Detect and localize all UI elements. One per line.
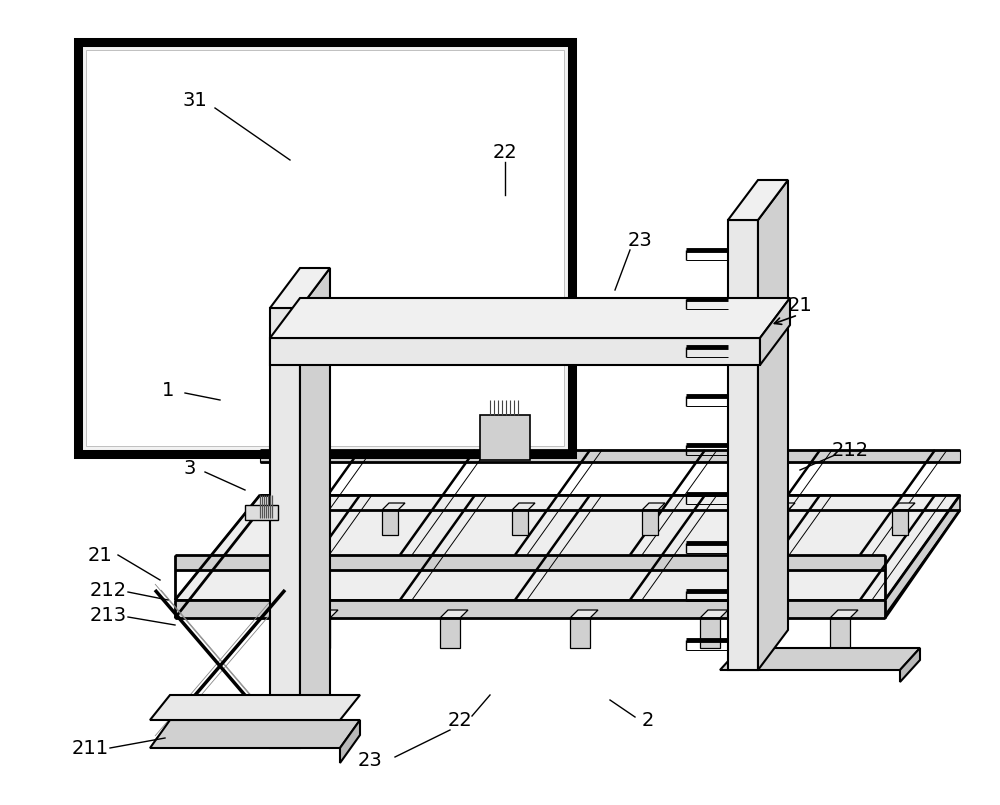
Polygon shape (270, 338, 760, 365)
Polygon shape (150, 720, 360, 748)
Text: 31: 31 (183, 90, 207, 109)
Polygon shape (340, 720, 360, 763)
Text: 1: 1 (162, 381, 174, 399)
Polygon shape (830, 610, 858, 618)
Text: 212: 212 (89, 580, 127, 600)
Polygon shape (700, 618, 720, 648)
Polygon shape (175, 600, 885, 618)
Text: 212: 212 (831, 440, 869, 460)
Polygon shape (760, 298, 790, 365)
Polygon shape (758, 180, 788, 670)
Polygon shape (310, 618, 330, 648)
Polygon shape (892, 503, 915, 510)
Polygon shape (86, 50, 564, 446)
Polygon shape (382, 510, 398, 535)
Text: 22: 22 (493, 142, 517, 162)
Polygon shape (570, 618, 590, 648)
Text: 21: 21 (88, 546, 112, 564)
Polygon shape (440, 610, 468, 618)
Polygon shape (772, 510, 788, 535)
Polygon shape (512, 510, 528, 535)
Polygon shape (720, 648, 920, 670)
Polygon shape (245, 505, 278, 520)
Text: 23: 23 (628, 230, 652, 250)
Polygon shape (270, 298, 790, 338)
Text: 22: 22 (448, 711, 472, 729)
Polygon shape (150, 695, 360, 720)
Polygon shape (642, 510, 658, 535)
Text: 3: 3 (184, 459, 196, 477)
Polygon shape (830, 618, 850, 648)
Polygon shape (892, 510, 908, 535)
Text: 211: 211 (71, 738, 109, 758)
Polygon shape (300, 268, 330, 748)
Text: 2: 2 (642, 711, 654, 729)
Polygon shape (440, 618, 460, 648)
Polygon shape (480, 415, 530, 460)
Text: 23: 23 (358, 750, 382, 770)
Polygon shape (728, 220, 758, 670)
Text: 21: 21 (788, 295, 812, 315)
Text: 213: 213 (89, 605, 127, 625)
Polygon shape (78, 42, 572, 454)
Polygon shape (700, 610, 728, 618)
Polygon shape (512, 503, 535, 510)
Polygon shape (772, 503, 795, 510)
Polygon shape (900, 648, 920, 682)
Polygon shape (885, 495, 960, 615)
Polygon shape (642, 503, 665, 510)
Polygon shape (382, 503, 405, 510)
Polygon shape (310, 610, 338, 618)
Polygon shape (270, 268, 330, 308)
Polygon shape (570, 610, 598, 618)
Polygon shape (728, 180, 788, 220)
Polygon shape (175, 555, 885, 570)
Polygon shape (270, 308, 300, 748)
Polygon shape (175, 495, 960, 600)
Polygon shape (260, 450, 960, 462)
